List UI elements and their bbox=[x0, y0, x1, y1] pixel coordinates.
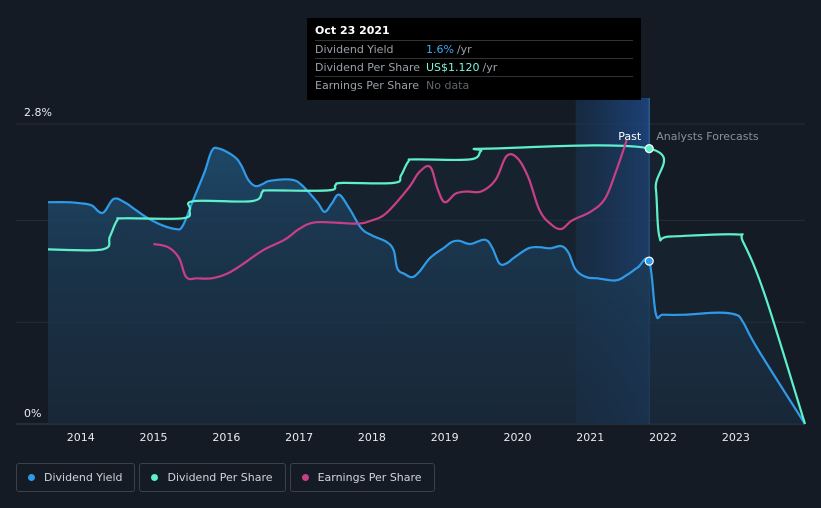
tooltip-row-dividend-per-share: Dividend Per Share US$1.120 /yr bbox=[315, 59, 633, 77]
x-tick-label: 2021 bbox=[576, 431, 604, 444]
tooltip-unit: /yr bbox=[456, 43, 472, 56]
legend-earnings-per-share[interactable]: Earnings Per Share bbox=[289, 463, 435, 492]
x-tick-label: 2023 bbox=[722, 431, 750, 444]
legend-dividend-per-share[interactable]: Dividend Per Share bbox=[139, 463, 286, 492]
tooltip-label: Earnings Per Share bbox=[315, 79, 420, 92]
tooltip-label: Dividend Per Share bbox=[315, 61, 421, 74]
series-area-dividend-yield bbox=[48, 147, 805, 424]
legend-label: Dividend Per Share bbox=[167, 471, 273, 484]
legend: Dividend Yield Dividend Per Share Earnin… bbox=[16, 463, 435, 492]
x-tick-label: 2022 bbox=[649, 431, 677, 444]
x-tick-label: 2014 bbox=[67, 431, 95, 444]
area-fills bbox=[48, 145, 805, 425]
x-tick-label: 2015 bbox=[140, 431, 168, 444]
tooltip-unit: /yr bbox=[482, 61, 498, 74]
tooltip-row-earnings-per-share: Earnings Per Share No data bbox=[315, 77, 633, 94]
tooltip-date: Oct 23 2021 bbox=[315, 22, 633, 41]
past-label: Past bbox=[618, 130, 642, 143]
series-line-earnings-per-share bbox=[153, 139, 628, 281]
x-tick-label: 2020 bbox=[503, 431, 531, 444]
tooltip-value: 1.6% bbox=[426, 43, 454, 56]
tooltip-value: US$1.120 bbox=[426, 61, 480, 74]
tooltip-label: Dividend Yield bbox=[315, 43, 394, 56]
tooltip: Oct 23 2021 Dividend Yield 1.6% /yr Divi… bbox=[307, 18, 641, 100]
series-lines bbox=[47, 139, 807, 425]
legend-dot-icon bbox=[28, 474, 35, 481]
legend-label: Dividend Yield bbox=[44, 471, 123, 484]
series-area-dividend-per-share bbox=[48, 145, 805, 425]
forecast-label: Analysts Forecasts bbox=[656, 130, 759, 143]
legend-dot-icon bbox=[151, 474, 159, 481]
x-tick-label: 2016 bbox=[212, 431, 240, 444]
legend-label: Earnings Per Share bbox=[317, 471, 422, 484]
y-tick-label: 2.8% bbox=[24, 106, 52, 119]
x-tick-label: 2019 bbox=[431, 431, 459, 444]
series-line-dividend-yield bbox=[47, 146, 806, 425]
legend-dot-icon bbox=[301, 474, 309, 481]
marker-points bbox=[644, 144, 654, 266]
x-tick-label: 2017 bbox=[285, 431, 313, 444]
marker-point bbox=[644, 144, 654, 154]
marker-point bbox=[644, 256, 654, 266]
legend-dividend-yield[interactable]: Dividend Yield bbox=[16, 463, 136, 492]
tooltip-row-dividend-yield: Dividend Yield 1.6% /yr bbox=[315, 41, 633, 59]
series-line-dividend-per-share bbox=[47, 144, 807, 425]
y-tick-label: 0% bbox=[24, 407, 41, 420]
axis-labels: 2.8% 0% 2014 2015 2016 2017 2018 2019 2020 2021 20… bbox=[24, 106, 759, 444]
x-tick-label: 2018 bbox=[358, 431, 386, 444]
tooltip-value: No data bbox=[426, 79, 470, 92]
